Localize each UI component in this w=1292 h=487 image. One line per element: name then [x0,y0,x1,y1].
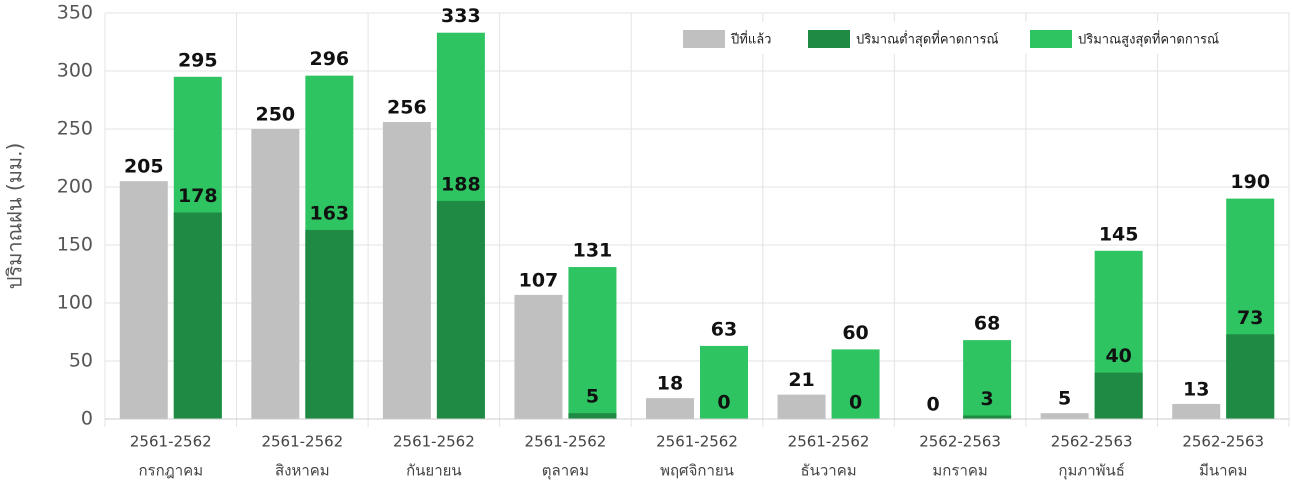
y-axis-label: ปริมาณฝน (มม.) [3,143,27,289]
y-tick-label: 350 [57,2,93,24]
x-tick-label: กรกฎาคม [138,462,203,480]
value-label: 13 [1183,378,1209,400]
bar [1094,372,1143,419]
value-label: 18 [657,373,683,395]
value-label: 256 [387,97,427,119]
bar [251,129,300,419]
x-tick-label: กุมภาพันธ์ [1058,462,1125,481]
legend-swatch [1030,30,1072,48]
x-tick-label: 2561-2562 [130,433,212,451]
bar [568,267,617,419]
value-label: 3 [980,388,993,410]
bar [1040,413,1089,419]
value-label: 68 [974,313,1000,335]
value-label: 5 [1058,388,1071,410]
legend-label: ปริมาณต่ำสุดที่คาดการณ์ [856,31,999,48]
value-label: 0 [926,394,939,416]
bar [436,200,485,419]
x-tick-label: ธันวาคม [800,462,856,480]
value-label: 163 [309,202,349,224]
x-tick-label: 2561-2562 [393,433,475,451]
legend-swatch [808,30,850,48]
value-label: 333 [441,5,481,27]
value-label: 178 [178,185,218,207]
value-label: 21 [788,369,814,391]
y-tick-label: 0 [81,408,93,430]
value-label: 63 [711,318,737,340]
bar [1226,334,1275,419]
bar [305,229,354,419]
value-label: 60 [842,322,868,344]
value-label: 295 [178,49,218,71]
value-label: 0 [717,392,730,414]
x-tick-label: สิงหาคม [275,462,330,480]
value-label: 190 [1230,171,1270,193]
bar [646,398,694,419]
y-tick-label: 250 [57,118,93,140]
x-tick-label: 2561-2562 [788,433,870,451]
value-label: 0 [849,392,862,414]
bar [173,212,222,419]
x-tick-label: มีนาคม [1199,462,1248,480]
bar [119,181,168,419]
y-tick-label: 300 [57,60,93,82]
bar [1172,403,1221,419]
value-label: 107 [519,269,559,291]
bar [514,294,563,419]
y-tick-label: 100 [57,292,93,314]
x-tick-label: 2561-2562 [525,433,607,451]
x-tick-label: มกราคม [932,462,987,480]
value-label: 188 [441,173,481,195]
legend-swatch [683,30,725,48]
x-tick-label: 2561-2562 [656,433,738,451]
y-tick-label: 50 [69,350,93,372]
legend-background [676,22,1240,54]
value-label: 40 [1105,345,1131,367]
x-tick-label: 2562-2563 [919,433,1001,451]
value-label: 131 [573,240,613,262]
bar [963,340,1012,419]
bar [700,345,748,419]
value-label: 5 [586,386,599,408]
x-tick-label: กันยายน [406,462,462,480]
bar [777,394,826,419]
legend-label: ปีที่แล้ว [730,31,771,48]
x-tick-label: พฤศจิกายน [660,462,734,480]
x-tick-label: 2562-2563 [1051,433,1133,451]
bar [963,415,1012,419]
x-tick-label: 2561-2562 [261,433,343,451]
bar [382,122,431,419]
bar [568,413,617,419]
value-label: 250 [255,104,295,126]
y-tick-label: 150 [57,234,93,256]
legend-label: ปริมาณสูงสุดที่คาดการณ์ [1078,31,1219,48]
x-tick-label: 2562-2563 [1182,433,1264,451]
value-label: 73 [1237,307,1263,329]
value-label: 145 [1099,223,1139,245]
x-tick-label: ตุลาคม [542,462,589,481]
value-label: 296 [309,48,349,70]
bar [831,349,880,419]
value-label: 205 [124,156,164,178]
y-tick-label: 200 [57,176,93,198]
